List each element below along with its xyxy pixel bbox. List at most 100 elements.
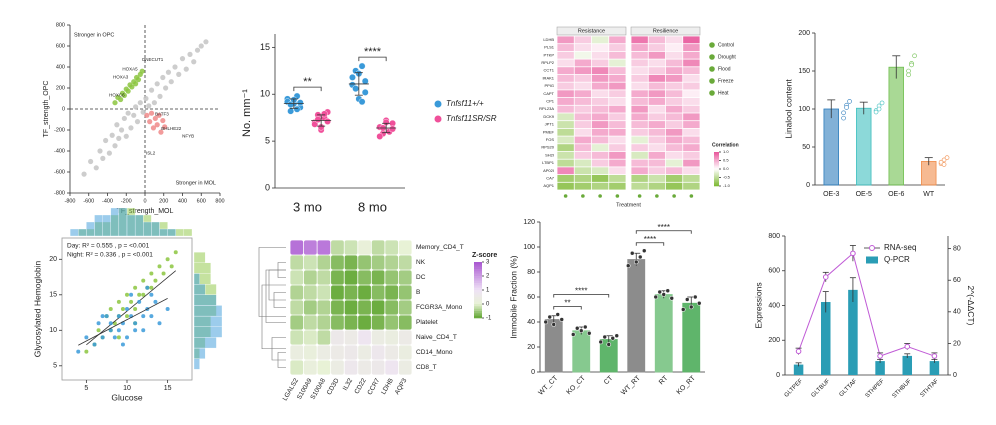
- colorbar-tick-label: -1: [486, 316, 492, 322]
- point: [293, 105, 301, 113]
- point: [578, 328, 584, 334]
- heatmap-cell: [631, 182, 648, 190]
- heatmap-cell: [631, 36, 648, 44]
- colorbar-segment: [714, 171, 719, 174]
- row-label: NK: [416, 259, 426, 266]
- row-label: RPL23A: [539, 106, 554, 111]
- heatmap-cell: [683, 121, 700, 128]
- row-label: AP02I: [543, 168, 554, 173]
- point: [123, 133, 129, 139]
- point: [160, 74, 166, 81]
- histogram-bar: [167, 228, 176, 237]
- colorbar-segment: [714, 181, 719, 184]
- x-tick-label: 5: [84, 385, 88, 392]
- point: [876, 106, 882, 112]
- colorbar-segment: [714, 159, 719, 161]
- heatmap-cell: [317, 360, 331, 375]
- point: [81, 171, 87, 177]
- point: [96, 321, 101, 326]
- bar: [572, 330, 591, 373]
- heatmap-cell: [665, 113, 683, 121]
- point: [680, 307, 686, 312]
- heatmap-cell: [557, 182, 574, 190]
- heatmap-cell: [648, 167, 666, 175]
- point: [665, 288, 671, 294]
- heatmap-cell: [344, 270, 358, 285]
- point: [128, 125, 134, 131]
- point: [103, 137, 109, 144]
- point: [582, 324, 588, 330]
- y-tick-label: 5: [53, 363, 57, 370]
- heatmap-cell: [331, 240, 344, 255]
- x-tick-label: 8 mo: [358, 199, 387, 214]
- axis-label: Immobile Fraction (%): [508, 255, 518, 338]
- heatmap-cell: [609, 113, 626, 121]
- colorbar-segment: [714, 170, 719, 173]
- histogram-bar: [102, 214, 111, 237]
- y-tick-label: 200: [56, 85, 65, 91]
- point: [108, 307, 113, 311]
- heatmap-cell: [303, 315, 317, 330]
- y-tick-label: 10: [49, 327, 57, 334]
- colorbar-title: Correlation: [712, 142, 739, 148]
- heatmap-cell: [683, 136, 700, 144]
- point: [141, 328, 146, 333]
- heatmap-cell: [574, 182, 592, 190]
- row-label: RPS20: [541, 145, 554, 150]
- heatmap-cell: [665, 82, 683, 90]
- histogram-bar: [126, 214, 136, 237]
- colorbar-segment: [714, 163, 719, 166]
- heatmap-cell: [385, 270, 399, 285]
- colorbar-segment: [714, 152, 719, 154]
- colorbar-segment: [474, 264, 482, 267]
- heatmap-cell: [344, 240, 358, 255]
- legend-marker: [434, 100, 442, 108]
- column-label: IL32: [342, 377, 355, 392]
- point: [162, 124, 168, 130]
- point: [133, 307, 138, 311]
- heatmap-cell: [331, 360, 344, 375]
- legend-marker: [869, 245, 875, 251]
- heatmap-cell: [631, 136, 648, 144]
- point-label: BATF3: [155, 111, 169, 116]
- bar: [823, 108, 839, 186]
- histogram-bar: [94, 214, 103, 237]
- point: [149, 314, 154, 319]
- row-label: B: [416, 289, 420, 296]
- heatmap-cell: [631, 151, 648, 159]
- y-tick-label: 0: [776, 372, 780, 379]
- heatmap-cell: [358, 300, 371, 315]
- heatmap-cell: [317, 270, 331, 285]
- significance-bracket: [293, 86, 322, 92]
- colorbar-segment: [714, 153, 719, 156]
- histogram-bar: [134, 214, 144, 237]
- heatmap-cell: [574, 136, 592, 144]
- point: [543, 319, 549, 325]
- dendrogram-branch: [261, 284, 286, 350]
- point: [653, 294, 659, 300]
- y-tick-label: 15: [260, 42, 270, 52]
- heatmap-cell: [609, 182, 626, 190]
- heatmap-cell: [574, 82, 592, 90]
- x-tick-label: STHTAF: [920, 378, 941, 399]
- heatmap-cell: [290, 345, 304, 360]
- point: [352, 85, 360, 93]
- y-tick-label: 400: [768, 302, 780, 309]
- legend-label: Freeze: [718, 78, 734, 84]
- heatmap-cell: [591, 74, 609, 82]
- point: [841, 115, 846, 121]
- heatmap-cell: [290, 300, 304, 315]
- colorbar-segment: [714, 177, 719, 180]
- point: [296, 99, 304, 107]
- heatmap-cell: [631, 105, 648, 113]
- point: [173, 250, 178, 255]
- point: [376, 133, 384, 140]
- heatmap-cell: [331, 345, 344, 360]
- heatmap-cell: [385, 285, 399, 300]
- row-label: SH2I: [545, 152, 554, 157]
- heatmap-cell: [557, 44, 574, 51]
- y-tick-label: 100: [523, 244, 535, 251]
- histogram-bar: [193, 337, 217, 349]
- heatmap-cell: [648, 182, 666, 190]
- colorbar-segment: [474, 269, 482, 272]
